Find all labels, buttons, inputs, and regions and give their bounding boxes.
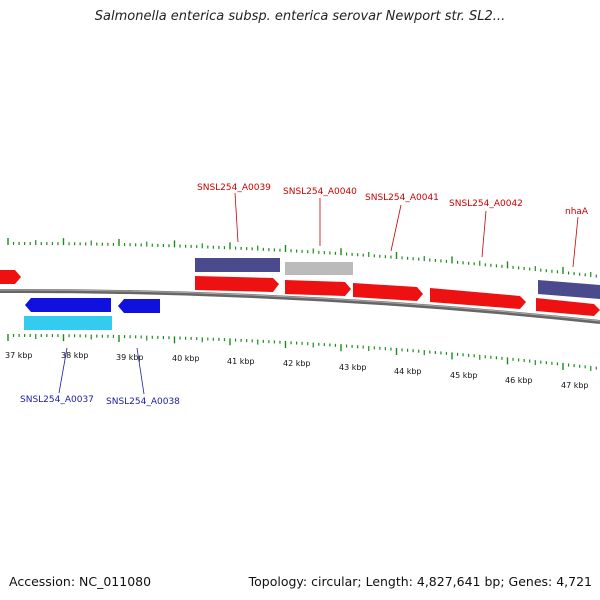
scale-label-43kbp: 43 kbp xyxy=(339,363,367,372)
label-leader-a0037 xyxy=(58,347,68,394)
genome-backbone-highlight xyxy=(0,289,600,322)
forward-gene-nhaa[interactable] xyxy=(536,298,600,316)
scale-label-39kbp: 39 kbp xyxy=(116,353,144,362)
scale-label-46kbp: 46 kbp xyxy=(505,376,533,385)
gene-label-a0040[interactable]: SNSL254_A0040 xyxy=(283,187,357,197)
label-leader-a0041 xyxy=(390,204,402,252)
scale-label-47kbp: 47 kbp xyxy=(561,381,589,390)
scale-label-42kbp: 42 kbp xyxy=(283,359,311,368)
label-leader-a0039 xyxy=(234,192,239,243)
genome-summary-text: Topology: circular; Length: 4,827,641 bp… xyxy=(248,574,592,589)
forward-other-feature-a0039[interactable] xyxy=(195,258,280,272)
reverse-gene-a0038[interactable] xyxy=(118,299,160,313)
map-title: Salmonella enterica subsp. enterica sero… xyxy=(94,9,506,24)
gene-label-nhaa[interactable]: nhaA xyxy=(565,207,589,217)
forward-other-feature-nhaa[interactable] xyxy=(538,280,600,299)
label-leader-a0038 xyxy=(136,347,145,395)
gene-label-a0039[interactable]: SNSL254_A0039 xyxy=(197,183,271,193)
reverse-other-feature-a0037[interactable] xyxy=(24,316,112,330)
gene-label-a0037[interactable]: SNSL254_A0037 xyxy=(20,395,94,405)
gene-label-a0041[interactable]: SNSL254_A0041 xyxy=(365,193,439,203)
forward-gene-a0039[interactable] xyxy=(195,276,279,292)
label-leader-a0042 xyxy=(481,210,487,258)
forward-gene-a0040[interactable] xyxy=(285,280,351,296)
gene-label-a0038[interactable]: SNSL254_A0038 xyxy=(106,397,180,407)
forward-gene-a0042[interactable] xyxy=(430,288,526,309)
scale-label-37kbp: 37 kbp xyxy=(5,351,33,360)
pseudo-feature-a0040[interactable] xyxy=(285,262,353,275)
forward-gene-partial[interactable] xyxy=(0,270,21,284)
scale-label-41kbp: 41 kbp xyxy=(227,357,255,366)
label-leader-nhaa xyxy=(572,216,579,268)
gene-label-a0042[interactable]: SNSL254_A0042 xyxy=(449,199,523,209)
forward-gene-a0041[interactable] xyxy=(353,283,423,301)
scale-label-38kbp: 38 kbp xyxy=(61,351,89,360)
reverse-gene-a0037[interactable] xyxy=(25,298,111,312)
accession-text: Accession: NC_011080 xyxy=(9,574,152,589)
genome-backbone xyxy=(0,288,600,324)
scale-label-44kbp: 44 kbp xyxy=(394,367,422,376)
scale-label-45kbp: 45 kbp xyxy=(450,371,478,380)
scale-label-40kbp: 40 kbp xyxy=(172,354,200,363)
